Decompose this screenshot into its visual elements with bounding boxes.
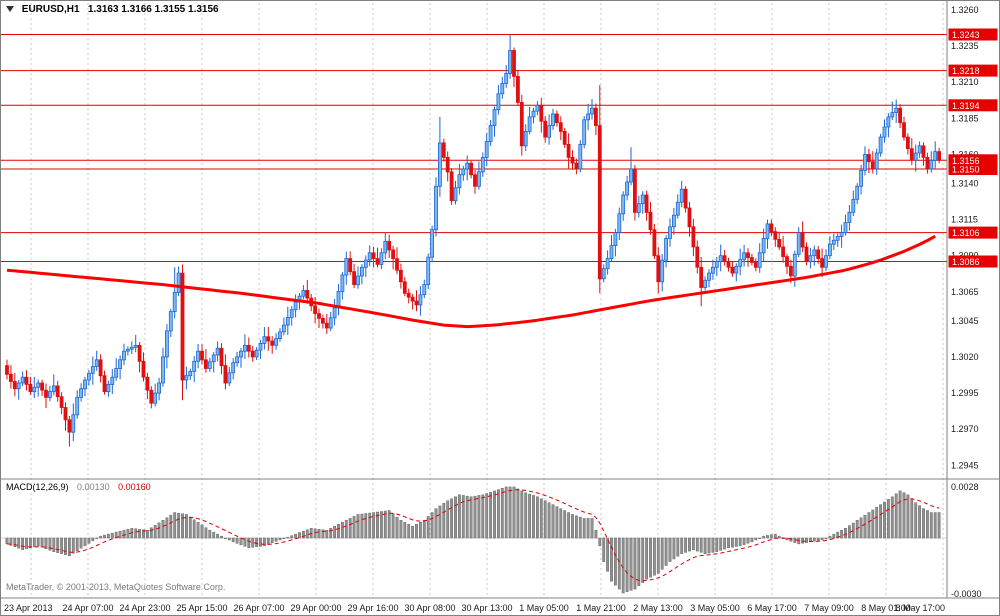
svg-text:1 May 05:00: 1 May 05:00 — [519, 603, 569, 613]
svg-text:3 May 05:00: 3 May 05:00 — [690, 603, 740, 613]
svg-text:1.3194: 1.3194 — [952, 101, 980, 111]
svg-text:-0.0030: -0.0030 — [951, 589, 982, 599]
svg-text:26 Apr 07:00: 26 Apr 07:00 — [233, 603, 284, 613]
svg-text:7 May 09:00: 7 May 09:00 — [804, 603, 854, 613]
macd-signal-value: 0.00160 — [118, 482, 151, 492]
svg-text:25 Apr 15:00: 25 Apr 15:00 — [176, 603, 227, 613]
macd-main-value: 0.00130 — [77, 482, 110, 492]
svg-text:1.3140: 1.3140 — [951, 178, 979, 188]
svg-text:1.3045: 1.3045 — [951, 316, 979, 326]
svg-text:1.3020: 1.3020 — [951, 352, 979, 362]
symbol-period-label: EURUSD,H1 — [21, 4, 80, 15]
svg-text:0.0028: 0.0028 — [951, 482, 979, 492]
svg-text:1.2995: 1.2995 — [951, 388, 979, 398]
svg-text:24 Apr 23:00: 24 Apr 23:00 — [119, 603, 170, 613]
svg-text:30 Apr 13:00: 30 Apr 13:00 — [461, 603, 512, 613]
svg-text:1.3260: 1.3260 — [951, 5, 979, 15]
svg-text:1.3150: 1.3150 — [952, 165, 980, 175]
svg-text:8 May 17:00: 8 May 17:00 — [895, 603, 945, 613]
macd-indicator-label: MACD(12,26,9) 0.00130 0.00160 — [6, 482, 151, 492]
svg-text:1.3115: 1.3115 — [951, 215, 978, 225]
chart-title: EURUSD,H1 1.3163 1.3166 1.3155 1.3156 — [6, 4, 219, 15]
chart-menu-icon[interactable] — [6, 6, 14, 13]
svg-text:29 Apr 00:00: 29 Apr 00:00 — [290, 603, 341, 613]
macd-name: MACD(12,26,9) — [6, 482, 69, 492]
svg-text:1.2945: 1.2945 — [951, 460, 979, 470]
svg-text:1.2970: 1.2970 — [951, 424, 979, 434]
svg-text:1.3065: 1.3065 — [951, 287, 979, 297]
ohlc-readout: 1.3163 1.3166 1.3155 1.3156 — [87, 4, 219, 15]
svg-text:1.3210: 1.3210 — [951, 77, 979, 87]
svg-text:8 May 01:00: 8 May 01:00 — [861, 603, 911, 613]
svg-text:1.3243: 1.3243 — [952, 30, 980, 40]
svg-text:1.3156: 1.3156 — [952, 156, 980, 166]
svg-text:1.3218: 1.3218 — [952, 66, 980, 76]
svg-text:23 Apr 2013: 23 Apr 2013 — [4, 603, 53, 613]
svg-text:1 May 21:00: 1 May 21:00 — [576, 603, 626, 613]
svg-text:1.3235: 1.3235 — [951, 41, 979, 51]
svg-text:6 May 17:00: 6 May 17:00 — [747, 603, 797, 613]
svg-text:2 May 13:00: 2 May 13:00 — [633, 603, 683, 613]
svg-text:1.3185: 1.3185 — [951, 113, 979, 123]
watermark-text: MetaTrader, © 2001-2013, MetaQuotes Soft… — [6, 582, 226, 592]
svg-text:30 Apr 08:00: 30 Apr 08:00 — [404, 603, 455, 613]
svg-text:1.3106: 1.3106 — [952, 228, 980, 238]
svg-text:29 Apr 16:00: 29 Apr 16:00 — [347, 603, 398, 613]
svg-text:1.3086: 1.3086 — [952, 257, 980, 267]
svg-text:24 Apr 07:00: 24 Apr 07:00 — [62, 603, 113, 613]
